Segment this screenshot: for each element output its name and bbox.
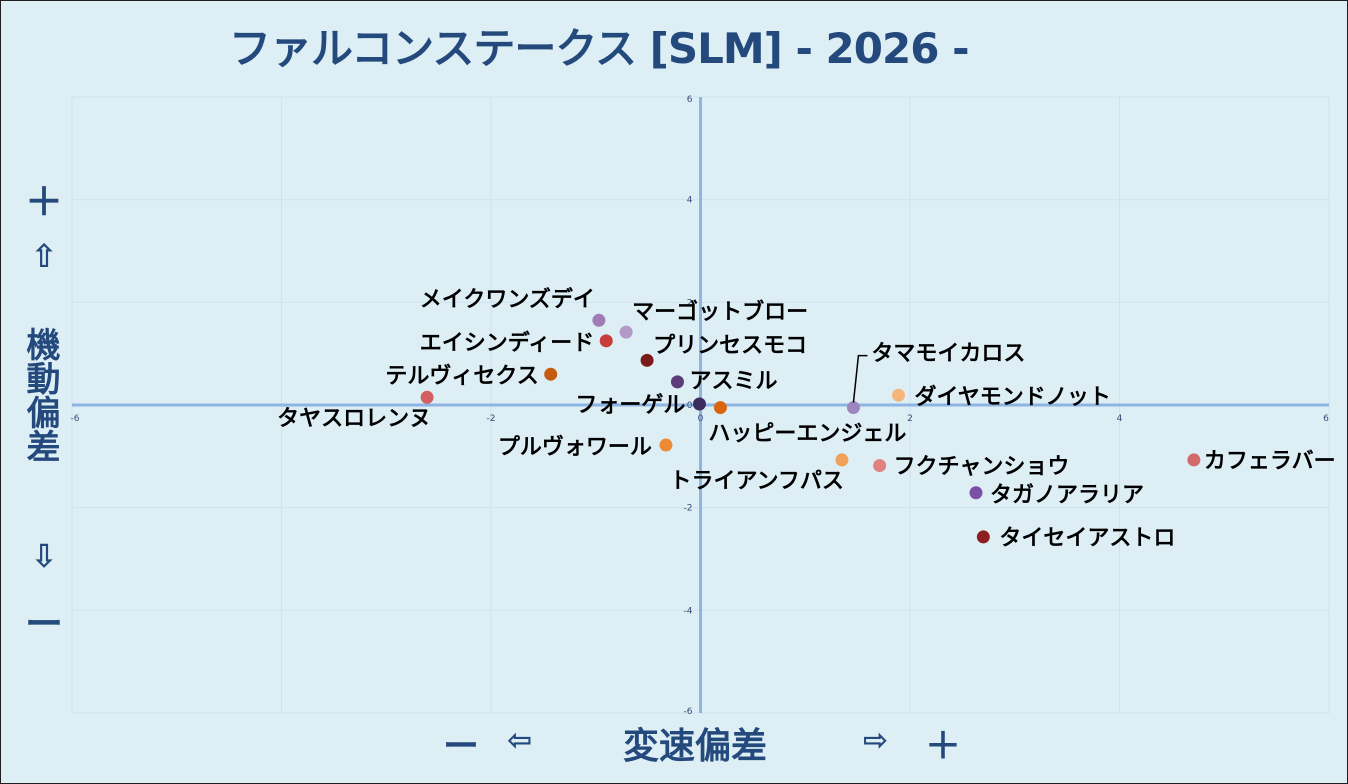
data-point bbox=[544, 367, 558, 381]
data-point bbox=[1187, 453, 1201, 467]
y-axis-plus-sign: ＋ bbox=[24, 180, 63, 224]
data-label: タマモイカロス bbox=[871, 342, 1025, 367]
y-axis-arrow-down-icon: ⇩ bbox=[30, 537, 58, 575]
data-label: プルヴォワール bbox=[498, 434, 652, 460]
x-tick-label: 2 bbox=[907, 414, 913, 424]
data-label: プリンセスモコ bbox=[653, 333, 807, 358]
data-label: エイシンディード bbox=[420, 330, 594, 356]
x-tick-label: -6 bbox=[71, 414, 80, 424]
x-tick-label: 4 bbox=[1117, 414, 1123, 424]
data-point bbox=[835, 453, 849, 467]
x-axis-label: 変速偏差 bbox=[623, 726, 768, 767]
x-tick-label: 0 bbox=[698, 414, 704, 424]
x-axis-arrow-left-icon: ⇦ bbox=[507, 723, 533, 758]
x-axis-arrow-right-icon: ⇨ bbox=[863, 723, 889, 758]
y-tick-label: -6 bbox=[684, 707, 693, 717]
data-label: ダイヤモンドノット bbox=[914, 384, 1110, 410]
data-label: マーゴットブロー bbox=[632, 299, 808, 325]
y-tick-label: 2 bbox=[687, 298, 693, 308]
y-tick-label: 4 bbox=[687, 196, 693, 206]
chart-title: ファルコンステークス [SLM] - 2026 - bbox=[229, 24, 970, 73]
data-label: カフェラバー bbox=[1204, 449, 1336, 474]
data-label: メイクワンズデイ bbox=[420, 286, 595, 312]
data-point bbox=[969, 486, 983, 500]
data-point bbox=[619, 325, 633, 339]
data-point bbox=[873, 459, 887, 473]
data-label: フクチャンショウ bbox=[894, 455, 1070, 480]
data-point bbox=[420, 390, 434, 404]
y-axis-label: 機動偏差 bbox=[20, 327, 60, 463]
data-point bbox=[692, 397, 706, 411]
y-tick-label: 0 bbox=[687, 401, 693, 411]
data-label: トライアンフパス bbox=[669, 469, 843, 494]
data-label: フォーゲル bbox=[575, 393, 685, 418]
data-point bbox=[592, 313, 606, 327]
data-points bbox=[420, 313, 1201, 544]
data-point bbox=[599, 334, 613, 348]
x-tick-label: 6 bbox=[1323, 414, 1329, 424]
data-label: アスミル bbox=[689, 369, 777, 394]
x-axis-minus-sign: ー bbox=[443, 726, 480, 767]
x-tick-label: -2 bbox=[487, 414, 496, 424]
data-point bbox=[713, 401, 727, 415]
data-point bbox=[891, 388, 905, 402]
data-point bbox=[640, 353, 654, 367]
data-point bbox=[659, 438, 673, 452]
data-label: タイセイアストロ bbox=[999, 526, 1175, 551]
data-point bbox=[670, 375, 684, 389]
y-tick-label: 6 bbox=[687, 95, 693, 105]
label-leader-line bbox=[852, 354, 868, 403]
y-tick-label: -4 bbox=[684, 606, 693, 616]
data-label: タガノアラリア bbox=[990, 483, 1144, 508]
data-point bbox=[846, 401, 860, 415]
y-axis-minus-sign: ー bbox=[24, 602, 63, 646]
y-tick-label: -2 bbox=[684, 504, 693, 514]
data-label: タヤスロレンヌ bbox=[277, 406, 431, 431]
x-axis-plus-sign: ＋ bbox=[925, 726, 962, 767]
data-point bbox=[976, 530, 990, 544]
data-label: ハッピーエンジェル bbox=[708, 422, 906, 447]
y-axis-arrow-up-icon: ⇧ bbox=[30, 237, 58, 275]
data-label: テルヴィセクス bbox=[385, 363, 538, 389]
